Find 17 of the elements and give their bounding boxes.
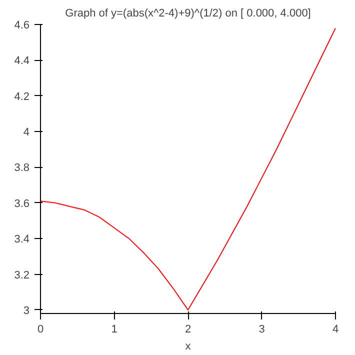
line-series — [40, 28, 336, 310]
y-tick-label: 3 — [23, 304, 30, 317]
x-tick-label: 2 — [184, 324, 192, 336]
y-tick-label: 4.2 — [14, 90, 30, 103]
y-tick-label: 3.6 — [14, 198, 30, 210]
x-tick-label: 1 — [111, 324, 118, 336]
x-axis-title: x — [185, 340, 192, 352]
y-tick-label: 3.4 — [14, 234, 30, 246]
x-tick-label: 3 — [258, 324, 265, 336]
y-tick-label: 3.8 — [14, 162, 30, 174]
y-tick-label: 3.2 — [14, 269, 30, 282]
x-tick-label: 0 — [37, 324, 44, 336]
y-tick-label: 4 — [23, 126, 30, 139]
y-tick-label: 4.4 — [14, 55, 30, 68]
x-tick-label: 4 — [332, 324, 339, 336]
chart-title: Graph of y=(abs(x^2-4)+9)^(1/2) on [ 0.000, 4.000] — [65, 8, 311, 20]
y-tick-label: 4.6 — [14, 20, 30, 32]
